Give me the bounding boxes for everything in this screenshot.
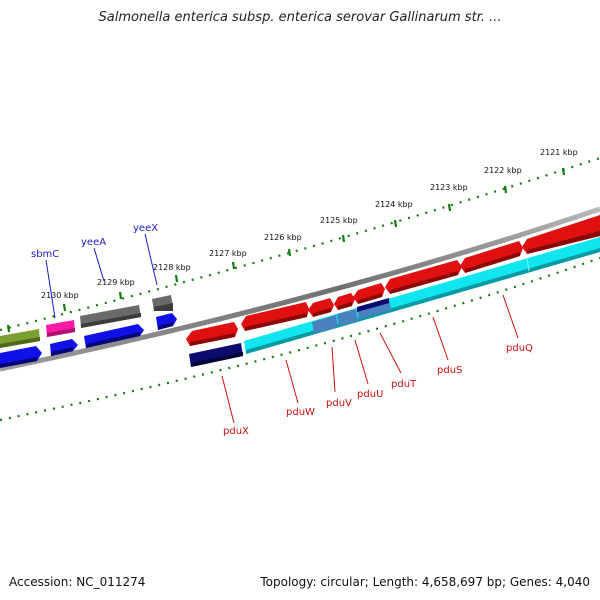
accession-text: Accession: NC_011274 (9, 575, 146, 589)
kbp-label-2130: 2130 kbp (41, 291, 79, 300)
gene-label-pduV[interactable]: pduV (326, 346, 352, 409)
gene-label-pduX[interactable]: pduX (221, 375, 249, 437)
svg-text:pduU: pduU (357, 389, 383, 400)
kbp-label-2129: 2129 kbp (97, 278, 135, 287)
gene-blue-1[interactable] (0, 346, 42, 368)
major-ticks (6, 167, 566, 333)
gene-blue-3[interactable] (84, 324, 144, 348)
gene-red-5[interactable] (353, 283, 385, 304)
kbp-label-2121: 2121 kbp (540, 148, 578, 157)
gene-red-3[interactable] (308, 298, 334, 317)
kbp-label-2124: 2124 kbp (375, 200, 413, 209)
kbp-label-2123: 2123 kbp (430, 183, 468, 192)
kbp-label-2126: 2126 kbp (264, 233, 302, 242)
gene-label-pduS[interactable]: pduS (432, 316, 462, 376)
gene-blue-2[interactable] (50, 339, 78, 356)
svg-text:pduW: pduW (286, 407, 315, 418)
gene-yeeX[interactable] (152, 295, 173, 311)
gene-red-6[interactable] (385, 260, 462, 294)
gene-pduT[interactable] (357, 298, 391, 319)
svg-text:pduQ: pduQ (506, 343, 533, 354)
cyan-band-divider (526, 257, 530, 272)
svg-text:yeeX: yeeX (133, 223, 158, 234)
gene-red-8[interactable] (522, 215, 600, 254)
gene-blue-4[interactable] (156, 313, 177, 330)
gene-yeeA[interactable] (80, 305, 141, 328)
svg-text:pduX: pduX (223, 426, 249, 437)
gene-label-yeeX[interactable]: yeeX (133, 223, 158, 286)
kbp-label-2127: 2127 kbp (209, 249, 247, 258)
svg-text:sbmC: sbmC (31, 249, 59, 260)
gene-cyan-band[interactable] (244, 237, 600, 354)
gene-label-sbmC[interactable]: sbmC (31, 249, 59, 319)
gene-sbmC[interactable] (46, 320, 75, 337)
gene-label-pduT[interactable]: pduT (379, 332, 417, 390)
gene-red-4[interactable] (334, 293, 355, 310)
genome-backbone (0, 206, 600, 372)
gene-red-2[interactable] (241, 302, 309, 331)
kbp-label-2122: 2122 kbp (484, 166, 522, 175)
gene-label-pduU[interactable]: pduU (354, 339, 383, 400)
svg-text:yeeA: yeeA (81, 237, 106, 248)
genome-summary-text: Topology: circular; Length: 4,658,697 bp… (260, 575, 590, 589)
gene-pduX[interactable] (189, 343, 243, 367)
gene-label-pduQ[interactable]: pduQ (502, 294, 533, 354)
svg-text:pduS: pduS (437, 365, 462, 376)
gene-red-7[interactable] (460, 241, 523, 273)
kbp-label-2128: 2128 kbp (153, 263, 191, 272)
gene-red-1[interactable] (186, 322, 238, 346)
gene-label-pduW[interactable]: pduW (285, 359, 315, 418)
svg-text:pduT: pduT (391, 379, 417, 390)
scale-track-outer (0, 156, 600, 332)
gene-olive-segment[interactable] (0, 329, 40, 348)
gene-pduU[interactable] (337, 309, 358, 326)
gene-label-yeeA[interactable]: yeeA (81, 237, 106, 282)
map-title: Salmonella enterica subsp. enterica sero… (98, 10, 502, 25)
kbp-label-2125: 2125 kbp (320, 216, 358, 225)
gene-pduV[interactable] (312, 315, 338, 334)
svg-text:pduV: pduV (326, 398, 352, 409)
